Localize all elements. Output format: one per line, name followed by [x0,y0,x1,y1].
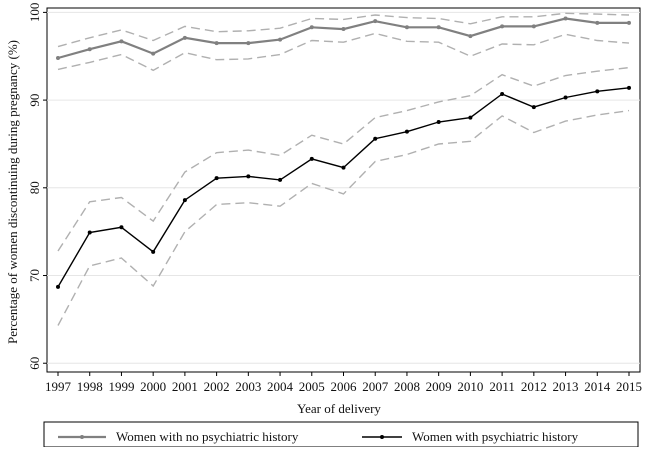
x-tick-label: 1997 [45,379,72,394]
legend: Women with no psychiatric history Women … [43,421,639,448]
data-point-no-psychiatric-history [341,27,346,32]
data-point-no-psychiatric-history [214,41,219,46]
data-point-psychiatric-history [500,91,505,96]
x-tick-label: 2009 [426,379,452,394]
data-point-psychiatric-history [595,89,600,94]
data-point-no-psychiatric-history [436,25,441,30]
axes: Year of delivery Percentage of women dis… [5,3,642,416]
data-point-psychiatric-history [563,95,568,100]
data-point-psychiatric-history [246,174,251,179]
data-point-no-psychiatric-history [595,20,600,25]
data-point-no-psychiatric-history [500,24,505,29]
data-point-no-psychiatric-history [87,47,92,52]
x-tick-label: 2010 [457,379,483,394]
data-point-no-psychiatric-history [627,20,631,25]
data-point-no-psychiatric-history [278,37,283,42]
data-point-psychiatric-history [182,198,187,203]
data-point-no-psychiatric-history [373,19,378,24]
x-tick-label: 2005 [299,379,325,394]
data-point-psychiatric-history [278,177,283,182]
data-point-no-psychiatric-history [182,35,187,40]
data-point-no-psychiatric-history [151,51,156,56]
series-line-no-psychiatric-history [57,17,629,60]
data-point-psychiatric-history [468,115,473,120]
data-point-no-psychiatric-history [119,39,124,44]
x-axis-label: Year of delivery [297,401,381,416]
x-tick-label: 1999 [108,379,134,394]
data-point-psychiatric-history [341,165,346,170]
legend-box [43,421,639,448]
x-tick-label: 2002 [204,379,230,394]
y-axis-label: Percentage of women discontinuing during… [5,40,20,344]
data-point-no-psychiatric-history [56,55,60,60]
x-tick-label: 2014 [584,379,611,394]
legend-label-no-psychiatric-history: Women with no psychiatric history [116,429,299,444]
plot-frame [46,7,641,373]
gridlines [46,7,641,373]
data-point-no-psychiatric-history [404,25,409,30]
x-tick-label: 2000 [140,379,166,394]
x-tick-label: 2006 [331,379,358,394]
data-point-no-psychiatric-history [563,16,568,21]
ci-upper-line-psychiatric-history [57,66,630,252]
data-point-no-psychiatric-history [309,25,314,30]
ci-upper-line-no-psychiatric-history [57,12,630,48]
x-tick-label: 2011 [489,379,515,394]
series-psychiatric-history [56,66,631,326]
x-tick-label: 1998 [77,379,103,394]
y-tick-label: 100 [27,3,42,23]
data-point-psychiatric-history [627,85,631,90]
data-point-psychiatric-history [119,225,124,230]
x-tick-label: 2012 [521,379,547,394]
legend-marker-no-psychiatric-history [80,435,84,439]
data-point-psychiatric-history [56,284,60,289]
data-point-psychiatric-history [531,105,536,110]
ci-lower-line-psychiatric-history [57,109,630,326]
series-no-psychiatric-history [56,12,631,72]
data-point-no-psychiatric-history [246,41,251,46]
x-tick-label: 2001 [172,379,198,394]
data-point-psychiatric-history [151,249,156,254]
x-tick-label: 2013 [553,379,579,394]
legend-label-psychiatric-history: Women with psychiatric history [412,429,579,444]
y-tick-label: 90 [27,94,42,107]
ci-lower-line-no-psychiatric-history [57,32,630,72]
data-point-psychiatric-history [309,156,314,161]
y-tick-label: 70 [27,269,42,282]
data-point-psychiatric-history [87,230,92,235]
data-point-psychiatric-history [373,136,378,141]
x-tick-label: 2015 [616,379,642,394]
y-tick-label: 80 [27,181,42,194]
x-tick-label: 2003 [235,379,261,394]
plot-area [56,12,631,326]
data-point-no-psychiatric-history [531,24,536,29]
x-tick-label: 2007 [362,379,389,394]
x-tick-label: 2004 [267,379,294,394]
data-point-psychiatric-history [404,129,409,134]
x-tick-label: 2008 [394,379,420,394]
legend-marker-psychiatric-history [380,435,384,439]
y-tick-label: 60 [27,357,42,370]
data-point-psychiatric-history [214,176,219,181]
data-point-psychiatric-history [436,120,441,125]
data-point-no-psychiatric-history [468,34,473,39]
